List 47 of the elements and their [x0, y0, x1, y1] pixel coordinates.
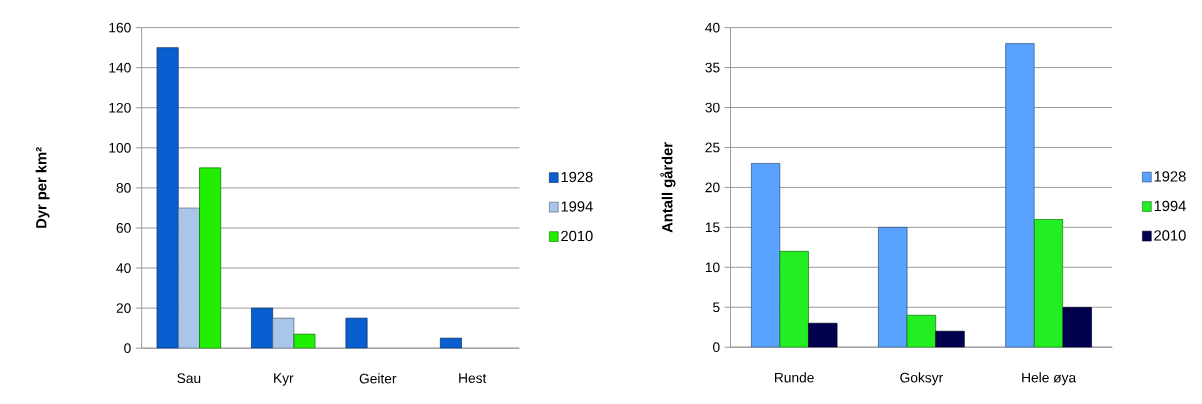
bar — [177, 207, 200, 348]
y-tick-label: 100 — [109, 142, 131, 153]
y-tick-label: 40 — [116, 262, 131, 273]
y-tick-label: 20 — [116, 303, 131, 313]
y-tick-label: 25 — [705, 142, 720, 153]
y-tick-label: 0 — [713, 342, 720, 352]
bar — [251, 307, 274, 348]
bar — [779, 250, 809, 347]
x-tick-label: Kyr — [274, 373, 294, 386]
y-tick-label: 20 — [705, 182, 720, 193]
bar — [906, 314, 937, 347]
bar — [1033, 218, 1064, 347]
y-tick-label: 160 — [109, 22, 131, 33]
y-tick-label: 5 — [713, 302, 720, 312]
bar — [808, 322, 838, 347]
bar — [878, 226, 908, 347]
y-tick-label: 60 — [116, 222, 131, 233]
y-tick-label: 140 — [109, 62, 131, 73]
y-axis-title: Dyr per km² — [35, 147, 50, 228]
x-tick-label: Goksyr — [900, 372, 943, 385]
bar — [156, 47, 179, 348]
bar — [1005, 43, 1035, 347]
bar — [1062, 306, 1092, 347]
legend-label: 1994 — [561, 201, 593, 212]
x-tick-label: Hest — [459, 373, 487, 383]
x-tick-label: Runde — [774, 372, 814, 383]
x-tick-label: Sau — [177, 373, 201, 383]
y-tick-label: 10 — [705, 262, 720, 272]
y-tick-label: 35 — [705, 62, 720, 73]
x-tick-label: Hele øya — [1022, 372, 1077, 385]
legend-label: 2010 — [561, 230, 593, 241]
y-tick-label: 80 — [116, 182, 131, 193]
legend-label: 1928 — [561, 171, 593, 182]
y-tick-label: 120 — [109, 102, 131, 113]
y-tick-label: 15 — [705, 222, 720, 232]
y-axis-title: Antall gårder — [660, 141, 676, 233]
y-tick-label: 30 — [705, 102, 720, 113]
legend-label: 2010 — [1154, 230, 1186, 241]
legend-label: 1928 — [1154, 170, 1186, 182]
bar — [750, 162, 781, 347]
y-tick-label: 40 — [705, 22, 720, 33]
x-tick-label: Geiter — [359, 373, 397, 384]
bar — [935, 330, 965, 347]
y-tick-label: 0 — [124, 343, 131, 353]
legend-label: 1994 — [1154, 200, 1186, 211]
bar — [272, 317, 295, 348]
bar — [199, 167, 222, 348]
